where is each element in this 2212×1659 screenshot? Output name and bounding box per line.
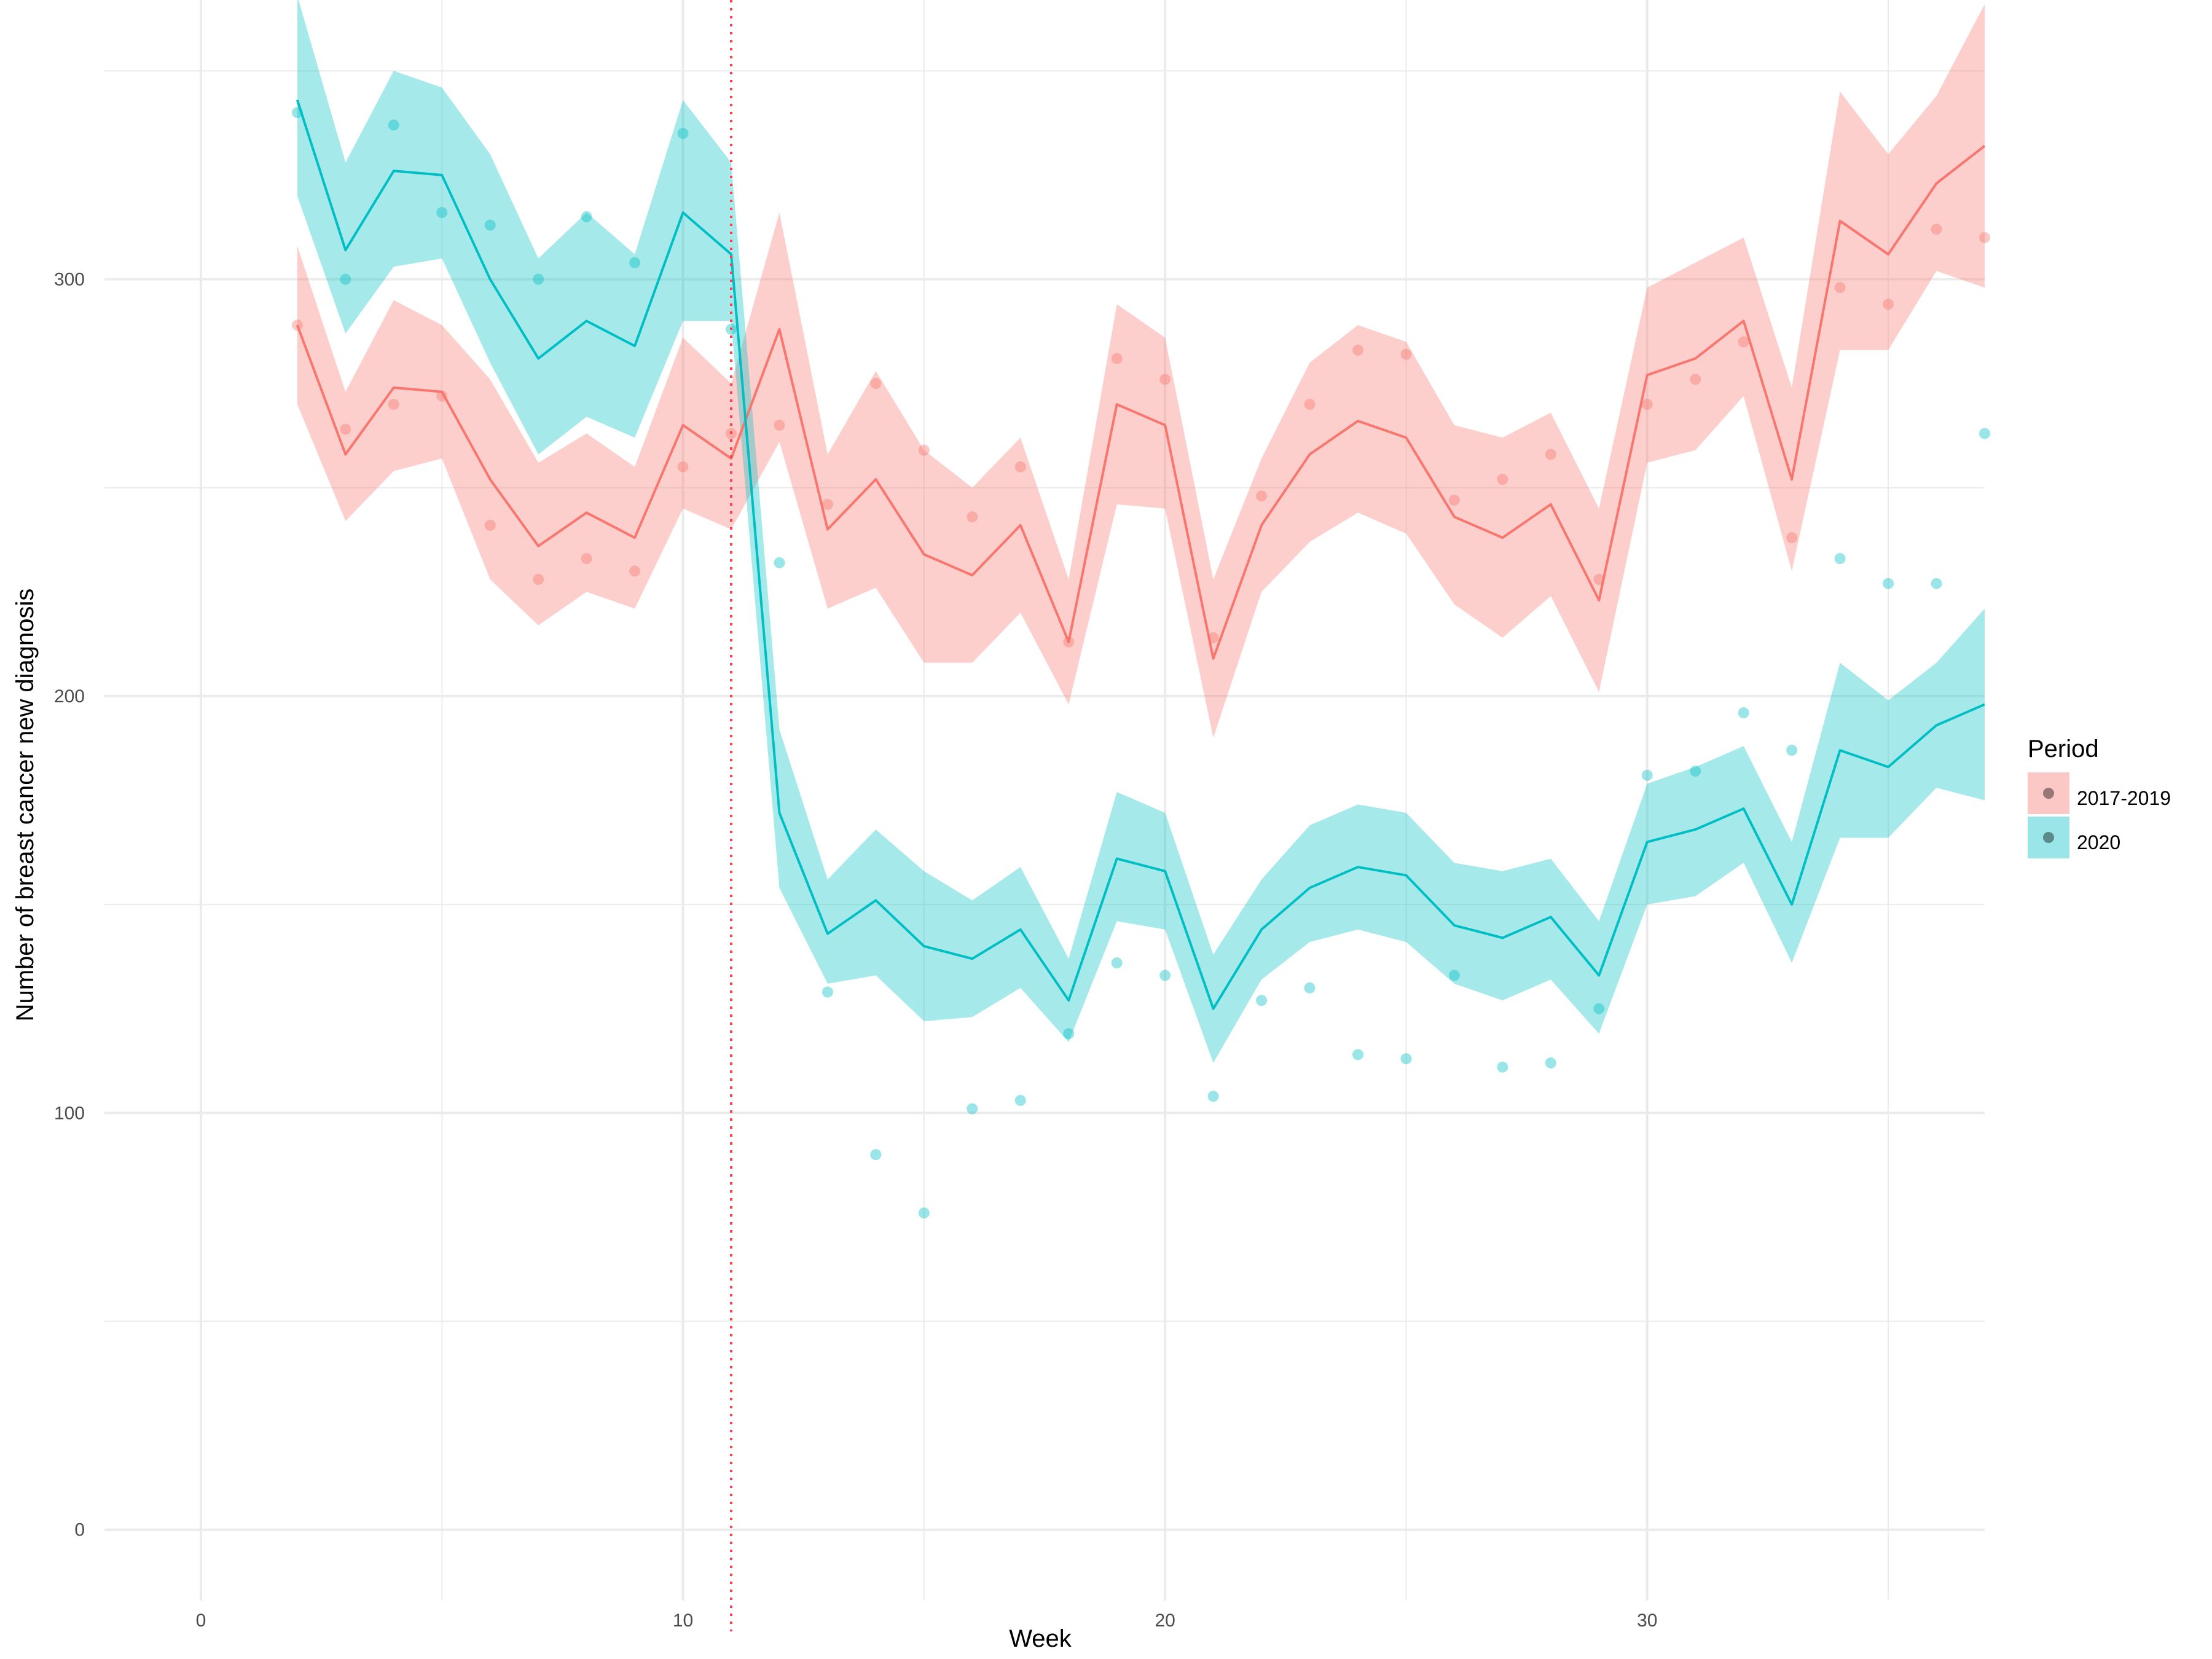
data-point-2017-2019 (629, 565, 641, 577)
data-point-2020 (1111, 957, 1123, 969)
legend-key-point-2017-2019 (2043, 788, 2054, 799)
data-point-2020 (1400, 1053, 1412, 1065)
confidence-bands (297, 0, 1985, 1063)
data-point-2017-2019 (1641, 399, 1653, 410)
y-tick-label: 100 (54, 1103, 85, 1123)
data-point-2017-2019 (1497, 474, 1508, 485)
data-point-2017-2019 (918, 444, 930, 456)
data-point-2017-2019 (1883, 299, 1894, 310)
legend-label-2017-2019: 2017-2019 (2077, 787, 2171, 809)
data-point-2017-2019 (1111, 353, 1123, 364)
data-point-2017-2019 (1834, 282, 1846, 294)
data-point-2017-2019 (774, 419, 785, 431)
data-point-2017-2019 (1304, 399, 1316, 410)
x-tick-label: 20 (1155, 1610, 1175, 1631)
data-point-2020 (1786, 745, 1798, 756)
x-tick-label: 0 (196, 1610, 206, 1631)
data-point-2020 (629, 257, 641, 269)
x-axis-title: Week (1009, 1625, 1072, 1652)
data-point-2020 (340, 273, 351, 285)
data-point-2020 (1304, 982, 1316, 994)
y-tick-label: 200 (54, 686, 85, 707)
data-point-2020 (1641, 769, 1653, 781)
data-point-2017-2019 (581, 553, 592, 565)
data-point-2020 (1207, 1091, 1219, 1102)
legend-key-point-2020 (2043, 832, 2054, 843)
data-point-2017-2019 (1400, 348, 1412, 360)
fit-line-2017-2019 (296, 144, 1986, 660)
data-point-2017-2019 (967, 511, 978, 523)
data-point-2020 (822, 986, 833, 998)
data-point-2017-2019 (870, 378, 882, 390)
legend: Period 2017-2019 2020 (2028, 735, 2171, 858)
observed-points (291, 107, 1990, 1219)
fit-line-2020 (296, 100, 1985, 1010)
data-point-2017-2019 (1738, 336, 1749, 348)
data-point-2017-2019 (822, 498, 833, 510)
confidence-band-2017-2019 (297, 4, 1985, 738)
data-point-2017-2019 (677, 461, 689, 473)
legend-label-2020: 2020 (2077, 831, 2120, 853)
data-point-2020 (484, 219, 496, 231)
x-tick-label: 30 (1637, 1610, 1657, 1631)
data-point-2020 (1159, 970, 1171, 981)
legend-key-2020 (2028, 817, 2069, 858)
data-point-2020 (1497, 1061, 1508, 1073)
data-point-2020 (1883, 578, 1894, 589)
data-point-2020 (774, 557, 785, 568)
data-point-2020 (581, 211, 592, 222)
data-point-2020 (870, 1149, 882, 1161)
data-point-2017-2019 (1931, 224, 1942, 235)
data-point-2017-2019 (388, 399, 399, 410)
data-point-2017-2019 (484, 519, 496, 531)
data-point-2020 (1063, 1028, 1075, 1040)
y-tick-label: 300 (54, 270, 85, 290)
data-point-2020 (1593, 1003, 1605, 1014)
data-point-2017-2019 (1063, 636, 1075, 648)
data-point-2017-2019 (1256, 490, 1268, 502)
legend-title: Period (2028, 735, 2099, 763)
data-point-2020 (967, 1103, 978, 1115)
data-point-2017-2019 (340, 423, 351, 435)
legend-key-2017-2019 (2028, 772, 2069, 814)
data-point-2020 (1979, 428, 1990, 439)
data-point-2017-2019 (291, 320, 303, 331)
data-point-2020 (1834, 553, 1846, 565)
data-point-2020 (1931, 578, 1942, 589)
data-point-2017-2019 (1352, 344, 1363, 356)
data-point-2017-2019 (1207, 632, 1219, 643)
data-point-2020 (1690, 766, 1701, 777)
data-point-2017-2019 (1159, 374, 1171, 385)
data-point-2020 (1014, 1094, 1026, 1106)
fit-lines (296, 100, 1986, 1010)
data-point-2017-2019 (1979, 232, 1990, 243)
confidence-band-2020 (297, 0, 1985, 1063)
data-point-2020 (533, 273, 544, 285)
data-point-2020 (1738, 707, 1749, 719)
y-tick-label: 0 (74, 1520, 85, 1540)
data-point-2020 (436, 206, 448, 218)
data-point-2020 (1352, 1049, 1363, 1061)
data-point-2017-2019 (533, 573, 544, 585)
data-point-2020 (291, 107, 303, 119)
grid-lines (104, 0, 1985, 1601)
data-point-2020 (677, 128, 689, 139)
data-point-2017-2019 (1786, 532, 1798, 544)
data-point-2017-2019 (1545, 449, 1556, 460)
y-axis-title: Number of breast cancer new diagnosis (12, 589, 39, 1022)
data-point-2017-2019 (1448, 495, 1460, 506)
data-point-2020 (1448, 970, 1460, 981)
data-point-2017-2019 (1593, 573, 1605, 585)
data-point-2020 (1256, 995, 1268, 1006)
data-point-2017-2019 (1014, 461, 1026, 473)
data-point-2017-2019 (1690, 374, 1701, 385)
data-point-2020 (918, 1207, 930, 1219)
data-point-2017-2019 (436, 390, 448, 402)
x-tick-label: 10 (673, 1610, 693, 1631)
data-point-2020 (1545, 1057, 1556, 1069)
data-point-2020 (388, 119, 399, 131)
